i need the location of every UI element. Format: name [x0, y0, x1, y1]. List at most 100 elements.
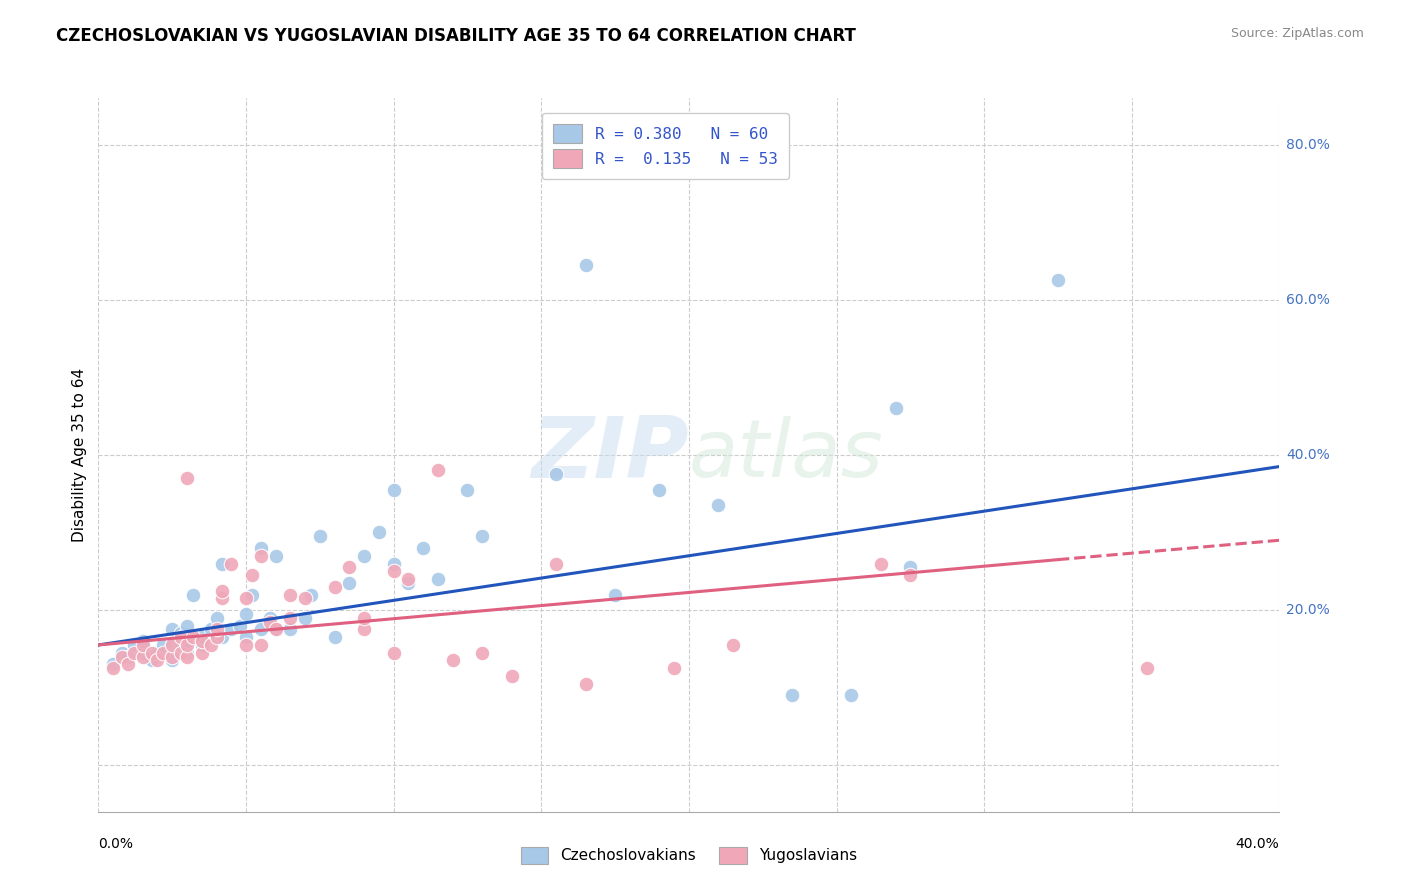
Point	[782, 689, 804, 703]
Point	[162, 638, 183, 652]
Text: CZECHOSLOVAKIAN VS YUGOSLAVIAN DISABILITY AGE 35 TO 64 CORRELATION CHART: CZECHOSLOVAKIAN VS YUGOSLAVIAN DISABILIT…	[56, 27, 856, 45]
Point	[323, 580, 346, 594]
Point	[869, 557, 891, 571]
Point	[264, 623, 287, 637]
Point	[250, 541, 273, 555]
Y-axis label: Disability Age 35 to 64: Disability Age 35 to 64	[72, 368, 87, 542]
Point	[259, 611, 281, 625]
Point	[211, 591, 233, 606]
Point	[181, 630, 204, 644]
Point	[103, 661, 125, 675]
Text: 20.0%: 20.0%	[1286, 603, 1330, 617]
Point	[176, 471, 198, 485]
Point	[382, 564, 405, 578]
Point	[191, 630, 214, 644]
Point	[181, 588, 204, 602]
Point	[368, 525, 391, 540]
Point	[456, 483, 478, 497]
Point	[900, 560, 922, 574]
Point	[412, 541, 434, 555]
Point	[205, 611, 228, 625]
Point	[721, 638, 744, 652]
Point	[427, 463, 450, 477]
Point	[337, 560, 360, 574]
Point	[353, 611, 375, 625]
Point	[264, 623, 287, 637]
Point	[146, 646, 169, 660]
Point	[191, 638, 214, 652]
Point	[219, 557, 242, 571]
Point	[162, 623, 183, 637]
Text: 60.0%: 60.0%	[1286, 293, 1330, 307]
Point	[200, 623, 222, 637]
Point	[132, 634, 155, 648]
Point	[162, 649, 183, 664]
Point	[162, 653, 183, 667]
Point	[1135, 661, 1157, 675]
Point	[382, 557, 405, 571]
Point	[176, 638, 198, 652]
Point	[544, 557, 567, 571]
Point	[205, 630, 228, 644]
Text: 40.0%: 40.0%	[1236, 837, 1279, 851]
Point	[250, 638, 273, 652]
Point	[162, 638, 183, 652]
Point	[309, 529, 332, 543]
Text: 40.0%: 40.0%	[1286, 448, 1330, 462]
Point	[191, 646, 214, 660]
Point	[211, 583, 233, 598]
Point	[396, 572, 419, 586]
Point	[574, 258, 596, 272]
Point	[132, 638, 155, 652]
Legend: Czechoslovakians, Yugoslavians: Czechoslovakians, Yugoslavians	[513, 839, 865, 871]
Point	[132, 649, 155, 664]
Point	[170, 638, 193, 652]
Point	[839, 689, 862, 703]
Point	[117, 649, 139, 664]
Point	[294, 611, 316, 625]
Point	[396, 575, 419, 590]
Point	[501, 669, 523, 683]
Point	[544, 467, 567, 482]
Point	[250, 623, 273, 637]
Point	[103, 657, 125, 672]
Point	[707, 499, 730, 513]
Text: 0.0%: 0.0%	[98, 837, 134, 851]
Point	[205, 623, 228, 637]
Point	[884, 401, 907, 416]
Text: atlas: atlas	[689, 416, 884, 494]
Point	[299, 588, 322, 602]
Point	[122, 638, 145, 652]
Point	[117, 657, 139, 672]
Point	[240, 568, 263, 582]
Point	[294, 591, 316, 606]
Point	[219, 623, 242, 637]
Point	[200, 638, 222, 652]
Point	[170, 626, 193, 640]
Point	[211, 630, 233, 644]
Point	[250, 549, 273, 563]
Point	[648, 483, 671, 497]
Point	[152, 638, 174, 652]
Point	[427, 572, 450, 586]
Point	[122, 646, 145, 660]
Point	[353, 623, 375, 637]
Point	[176, 634, 198, 648]
Point	[900, 568, 922, 582]
Point	[471, 529, 494, 543]
Point	[382, 646, 405, 660]
Point	[141, 653, 163, 667]
Point	[353, 549, 375, 563]
Text: Source: ZipAtlas.com: Source: ZipAtlas.com	[1230, 27, 1364, 40]
Point	[176, 646, 198, 660]
Point	[337, 575, 360, 590]
Point	[176, 649, 198, 664]
Point	[211, 557, 233, 571]
Point	[264, 549, 287, 563]
Point	[235, 630, 257, 644]
Point	[471, 646, 494, 660]
Point	[1046, 273, 1069, 287]
Point	[235, 591, 257, 606]
Point	[278, 623, 302, 637]
Text: ZIP: ZIP	[531, 413, 689, 497]
